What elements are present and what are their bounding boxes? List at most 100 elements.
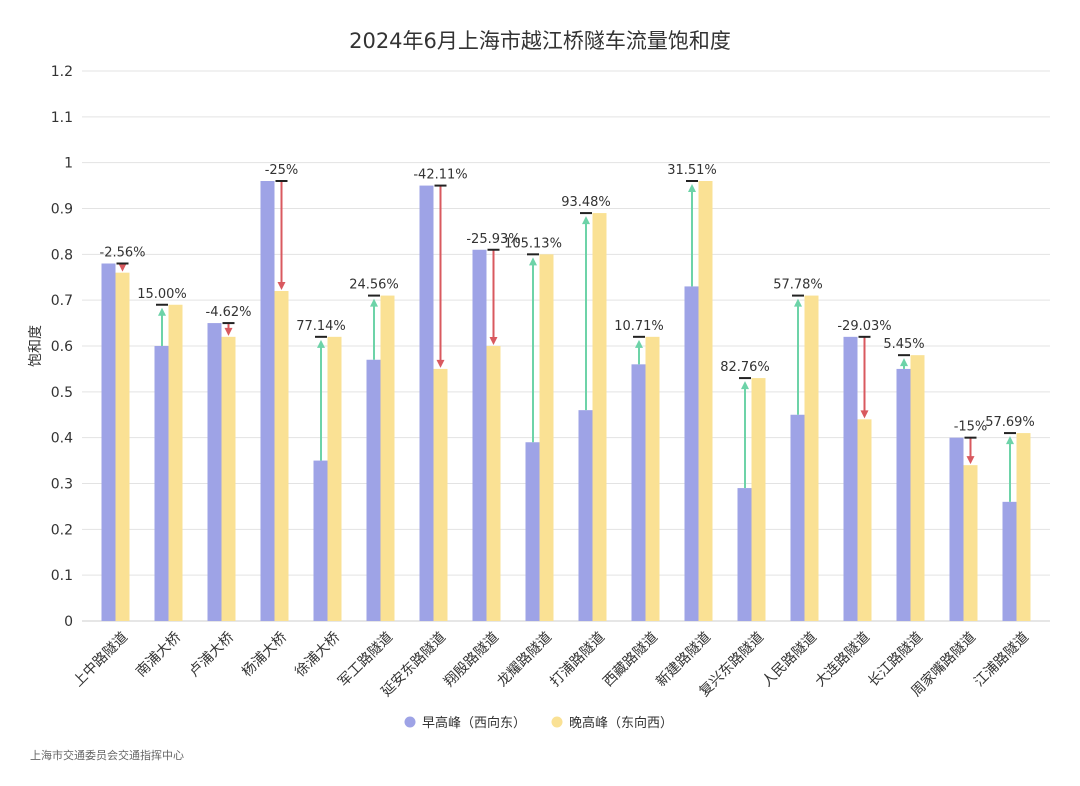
bar-morning — [472, 249, 487, 621]
bar-evening — [698, 181, 713, 621]
change-arrowhead — [436, 359, 445, 368]
change-arrowhead — [966, 456, 975, 465]
bar-evening — [1016, 433, 1031, 621]
change-arrowhead — [317, 339, 325, 348]
change-arrowhead — [489, 337, 498, 345]
bar-morning — [525, 442, 540, 621]
change-label: 24.56% — [349, 278, 399, 293]
bar-morning — [313, 460, 328, 621]
chart-title: 2024年6月上海市越江桥隧车流量饱和度 — [349, 29, 731, 53]
change-label: 105.13% — [504, 236, 562, 251]
bar-evening — [910, 355, 925, 621]
change-arrowhead — [529, 257, 537, 266]
bar-morning — [207, 323, 222, 621]
bar-morning — [1002, 501, 1017, 621]
bar-morning — [578, 410, 593, 621]
change-label: 10.71% — [614, 319, 664, 334]
bar-morning — [101, 263, 116, 621]
category-label: 卢浦大桥 — [186, 629, 237, 680]
legend-label-morning: 早高峰（西向东） — [422, 715, 526, 731]
bar-evening — [327, 336, 342, 621]
bar-morning — [366, 359, 381, 621]
source-note: 上海市交通委员会交通指挥中心 — [30, 748, 184, 762]
arrow-layer — [116, 180, 1016, 502]
change-arrowhead — [794, 298, 802, 307]
y-tick-label: 0 — [64, 614, 73, 630]
change-arrowhead — [688, 184, 696, 192]
bar-morning — [260, 181, 275, 621]
bar-evening — [486, 346, 501, 621]
category-label: 大连路隧道 — [812, 629, 873, 690]
bar-evening — [380, 295, 395, 621]
category-label: 西藏路隧道 — [600, 629, 661, 690]
category-label: 龙耀路隧道 — [494, 629, 555, 690]
bar-morning — [949, 437, 964, 621]
bar-evening — [963, 465, 978, 621]
bar-evening — [857, 419, 872, 621]
bar-morning — [631, 364, 646, 621]
change-arrowhead — [860, 410, 869, 419]
bar-morning — [154, 346, 169, 621]
y-tick-label: 0.3 — [51, 477, 73, 493]
bar-evening — [433, 368, 448, 621]
y-tick-label: 0.6 — [51, 339, 73, 355]
bar-evening — [274, 291, 289, 621]
change-arrowhead — [370, 298, 378, 307]
bar-evening — [539, 254, 554, 622]
change-label: -25% — [265, 163, 299, 178]
change-label: -2.56% — [100, 246, 146, 261]
y-tick-label: 1 — [64, 156, 73, 172]
y-tick-label: 0.2 — [51, 522, 73, 538]
change-label: 57.69% — [985, 415, 1035, 430]
change-label: 77.14% — [296, 319, 346, 334]
change-arrowhead — [1006, 436, 1014, 445]
legend-marker-evening — [551, 716, 563, 728]
change-label: -4.62% — [206, 305, 252, 320]
bar-evening — [168, 304, 183, 621]
bar-morning — [843, 336, 858, 621]
change-arrowhead — [900, 358, 908, 367]
bar-layer — [101, 181, 1031, 622]
bar-evening — [804, 295, 819, 621]
change-arrowhead — [741, 381, 749, 390]
change-label: 82.76% — [720, 360, 770, 375]
bar-morning — [896, 368, 911, 621]
y-tick-label: 0.8 — [51, 247, 73, 263]
change-label: 5.45% — [883, 337, 924, 352]
change-arrowhead — [158, 307, 166, 316]
change-label: -42.11% — [413, 168, 467, 183]
grid-layer: 0 0.1 0.2 0.3 0.4 0.5 0.6 0.7 0.8 0.9 1 1.1 1.2 — [51, 64, 1050, 630]
y-tick-label: 0.9 — [51, 202, 73, 218]
category-label: 人民路隧道 — [759, 629, 820, 690]
category-label: 翔殷路隧道 — [441, 629, 502, 690]
y-tick-label: 0.1 — [51, 568, 73, 584]
change-arrowhead — [635, 339, 643, 348]
category-label: 徐浦大桥 — [292, 629, 343, 680]
legend-marker-morning — [404, 716, 416, 728]
bar-evening — [592, 213, 607, 622]
category-label: 打浦路隧道 — [547, 629, 609, 691]
change-label: -25.93% — [466, 232, 520, 247]
bar-morning — [737, 488, 752, 621]
y-tick-label: 0.5 — [51, 385, 73, 401]
change-arrowhead — [277, 282, 286, 290]
legend-label-evening: 晚高峰（东向西） — [569, 715, 673, 731]
change-label: 57.78% — [773, 278, 823, 293]
y-tick-label: 0.4 — [51, 431, 73, 447]
bar-evening — [751, 378, 766, 621]
category-label: 南浦大桥 — [133, 629, 184, 680]
bar-evening — [115, 272, 130, 621]
change-label: 93.48% — [561, 195, 611, 210]
change-arrowhead — [582, 216, 590, 225]
bar-evening — [645, 336, 660, 621]
change-label: -29.03% — [837, 319, 891, 334]
category-label: 上中路隧道 — [70, 629, 131, 690]
change-label: 31.51% — [667, 163, 717, 178]
y-tick-label: 1.2 — [51, 64, 73, 80]
y-tick-label: 0.7 — [51, 293, 73, 309]
change-label: 15.00% — [137, 287, 187, 302]
change-label: -15% — [954, 420, 988, 435]
y-tick-label: 1.1 — [51, 110, 73, 126]
